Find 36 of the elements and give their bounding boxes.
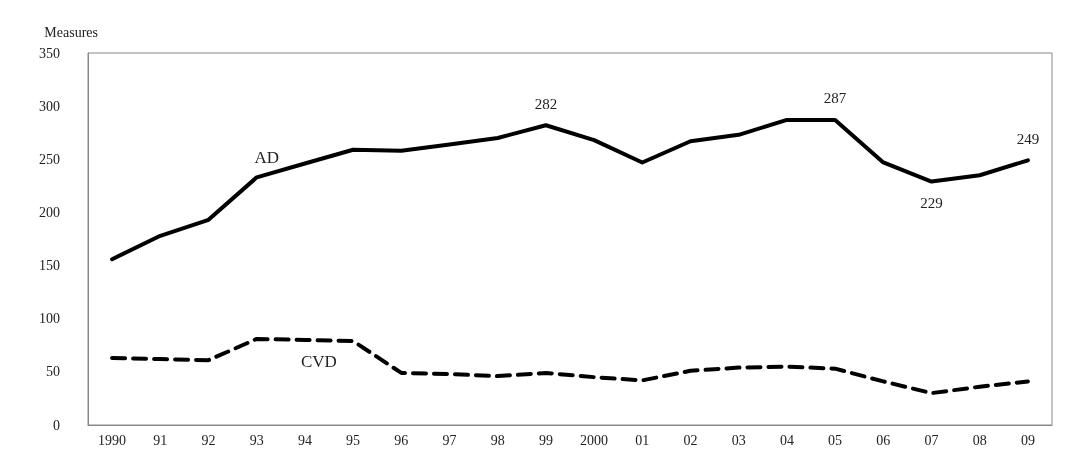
data-label: 229 — [920, 195, 943, 212]
y-tick-label: 50 — [46, 364, 60, 380]
x-tick-label: 93 — [249, 432, 264, 448]
series-label: AD — [254, 147, 279, 167]
x-tick-label: 09 — [1020, 432, 1035, 448]
x-tick-label: 1990 — [98, 432, 127, 448]
y-tick-label: 100 — [39, 311, 60, 327]
y-tick-label: 0 — [53, 417, 60, 433]
x-tick-label: 04 — [779, 432, 794, 448]
y-tick-label: 150 — [39, 258, 60, 274]
x-tick-label: 98 — [490, 432, 505, 448]
x-tick-label: 02 — [683, 432, 698, 448]
y-tick-label: 300 — [39, 98, 60, 114]
x-tick-label: 92 — [201, 432, 216, 448]
x-tick-label: 06 — [876, 432, 891, 448]
x-tick-label: 91 — [153, 432, 168, 448]
data-label: 287 — [823, 90, 847, 107]
x-tick-label: 05 — [828, 432, 843, 448]
x-tick-label: 97 — [442, 432, 457, 448]
x-tick-label: 08 — [972, 432, 987, 448]
y-tick-label: 350 — [39, 45, 60, 61]
x-tick-label: 99 — [538, 432, 553, 448]
data-label: 249 — [1016, 130, 1040, 147]
x-tick-label: 95 — [346, 432, 361, 448]
y-tick-label: 200 — [39, 204, 60, 220]
x-tick-label: 01 — [635, 432, 650, 448]
x-tick-label: 2000 — [580, 432, 609, 448]
x-tick-label: 94 — [297, 432, 312, 448]
x-tick-label: 07 — [924, 432, 939, 448]
y-tick-label: 250 — [39, 151, 60, 167]
x-tick-label: 96 — [394, 432, 409, 448]
line-series — [110, 336, 1030, 396]
series-label: CVD — [300, 352, 337, 372]
y-axis-title: Measures — [44, 24, 98, 40]
data-label: 282 — [534, 95, 558, 112]
x-tick-label: 03 — [731, 432, 746, 448]
